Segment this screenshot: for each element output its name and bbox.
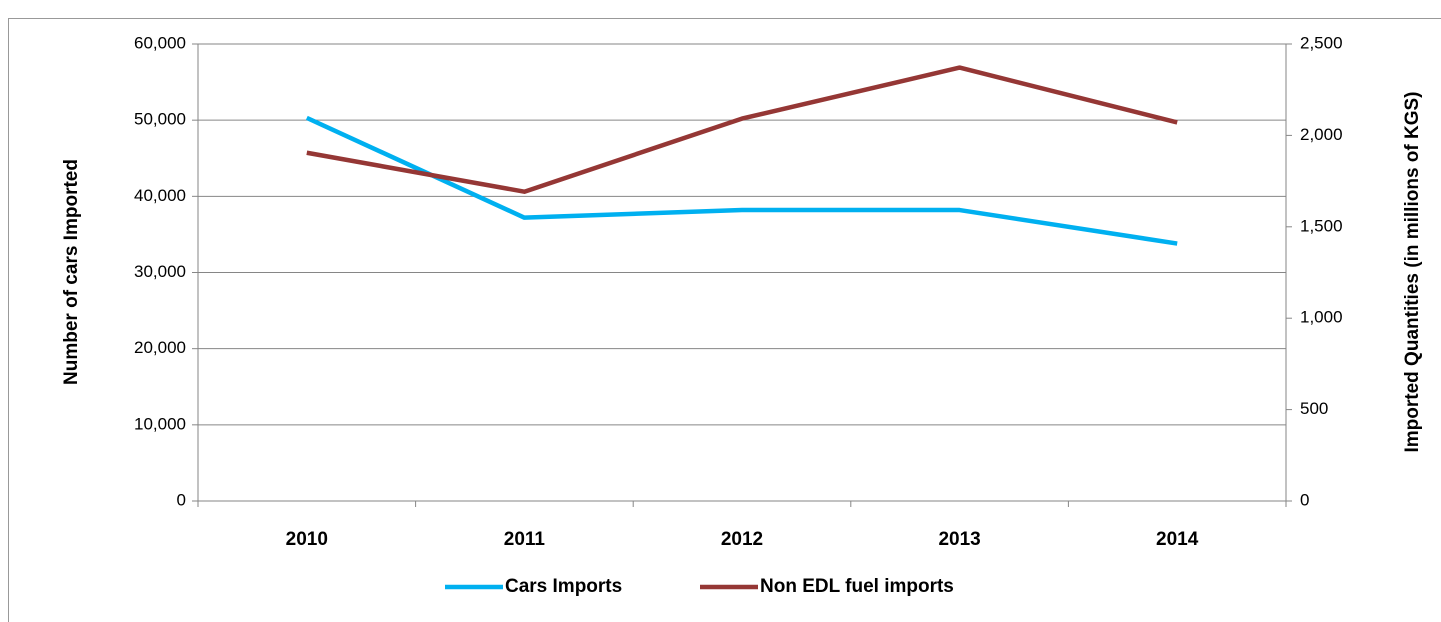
y2-tick-label: 2,000	[1300, 125, 1343, 144]
y-tick-label: 30,000	[134, 262, 186, 281]
legend-label: Non EDL fuel imports	[760, 576, 954, 597]
chart-frame	[8, 18, 1441, 622]
series-line	[306, 65, 1178, 194]
x-tick-label: 2010	[286, 529, 328, 550]
y2-tick-label: 1,500	[1300, 216, 1343, 235]
x-tick-label: 2011	[504, 529, 546, 550]
x-tick-label: 2014	[1156, 529, 1199, 550]
y-tick-label: 40,000	[134, 186, 186, 205]
y2-tick-label: 1,000	[1300, 308, 1343, 327]
y-tick-label: 50,000	[134, 110, 186, 129]
legend-label: Cars Imports	[505, 576, 622, 597]
y2-axis-title: Imported Quantities (in millions of KGS)	[1402, 91, 1423, 452]
y2-tick-label: 2,500	[1300, 33, 1343, 52]
y-tick-label: 60,000	[134, 33, 186, 52]
y-axis-title: Number of cars Imported	[61, 159, 82, 385]
y2-tick-label: 500	[1300, 399, 1328, 418]
y-tick-label: 0	[177, 490, 186, 509]
x-tick-label: 2012	[721, 529, 763, 550]
y2-tick-label: 0	[1300, 490, 1309, 509]
series-line	[305, 115, 1178, 246]
y-tick-label: 20,000	[134, 338, 186, 357]
x-tick-label: 2013	[938, 529, 980, 550]
y-tick-label: 10,000	[134, 414, 186, 433]
